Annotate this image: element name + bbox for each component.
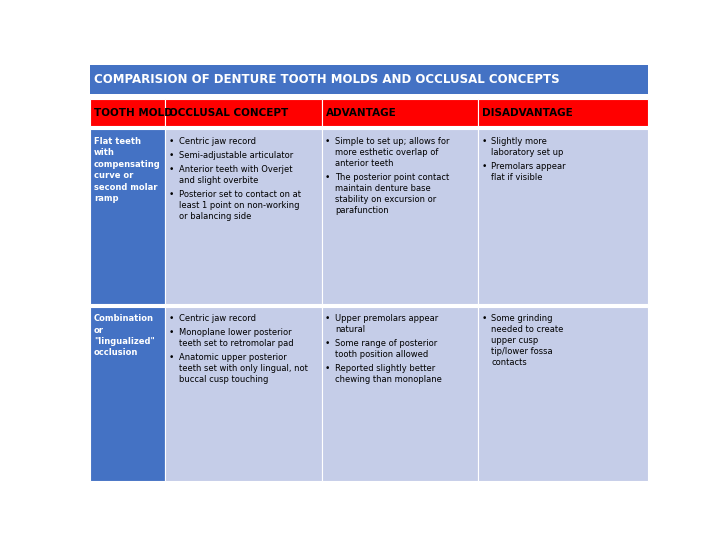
FancyBboxPatch shape [478,99,648,126]
Text: •: • [325,314,330,323]
FancyBboxPatch shape [322,130,478,303]
Text: Premolars appear
flat if visible: Premolars appear flat if visible [491,162,566,182]
FancyBboxPatch shape [166,130,322,303]
Text: •: • [168,328,174,337]
Text: •: • [325,339,330,348]
FancyBboxPatch shape [166,99,322,126]
FancyBboxPatch shape [478,307,648,481]
Text: •: • [325,137,330,146]
Text: Semi-adjustable articulator: Semi-adjustable articulator [179,151,293,160]
Text: ADVANTAGE: ADVANTAGE [325,107,396,118]
Text: •: • [168,190,174,199]
Text: Monoplane lower posterior
teeth set to retromolar pad: Monoplane lower posterior teeth set to r… [179,328,293,348]
Text: DISADVANTAGE: DISADVANTAGE [482,107,572,118]
Text: OCCLUSAL CONCEPT: OCCLUSAL CONCEPT [169,107,289,118]
Text: Centric jaw record: Centric jaw record [179,137,256,146]
Text: The posterior point contact
maintain denture base
stability on excursion or
para: The posterior point contact maintain den… [335,173,449,215]
Text: Slightly more
laboratory set up: Slightly more laboratory set up [491,137,564,157]
Text: •: • [168,353,174,362]
Text: Simple to set up; allows for
more esthetic overlap of
anterior teeth: Simple to set up; allows for more esthet… [335,137,449,168]
Text: •: • [168,151,174,160]
Text: Centric jaw record: Centric jaw record [179,314,256,323]
Text: •: • [168,137,174,146]
Text: Combination
or
"lingualized"
occlusion: Combination or "lingualized" occlusion [94,314,155,357]
Text: •: • [168,314,174,323]
Text: •: • [168,165,174,174]
FancyBboxPatch shape [166,307,322,481]
FancyBboxPatch shape [90,99,166,126]
Text: •: • [325,173,330,182]
Text: COMPARISION OF DENTURE TOOTH MOLDS AND OCCLUSAL CONCEPTS: COMPARISION OF DENTURE TOOTH MOLDS AND O… [94,73,560,86]
FancyBboxPatch shape [478,130,648,303]
Text: •: • [325,364,330,373]
FancyBboxPatch shape [90,130,166,303]
Text: Reported slightly better
chewing than monoplane: Reported slightly better chewing than mo… [335,364,442,384]
FancyBboxPatch shape [322,307,478,481]
Text: TOOTH MOLD: TOOTH MOLD [94,107,173,118]
Text: Anatomic upper posterior
teeth set with only lingual, not
buccal cusp touching: Anatomic upper posterior teeth set with … [179,353,307,384]
Text: Some range of posterior
tooth position allowed: Some range of posterior tooth position a… [335,339,437,359]
FancyBboxPatch shape [90,65,648,94]
FancyBboxPatch shape [90,307,166,481]
Text: Upper premolars appear
natural: Upper premolars appear natural [335,314,438,334]
Text: •: • [481,162,487,171]
Text: Posterior set to contact on at
least 1 point on non-working
or balancing side: Posterior set to contact on at least 1 p… [179,190,301,221]
Text: •: • [481,314,487,323]
Text: •: • [481,137,487,146]
Text: Flat teeth
with
compensating
curve or
second molar
ramp: Flat teeth with compensating curve or se… [94,137,161,203]
FancyBboxPatch shape [322,99,478,126]
Text: Some grinding
needed to create
upper cusp
tip/lower fossa
contacts: Some grinding needed to create upper cus… [491,314,564,367]
Text: Anterior teeth with Overjet
and slight overbite: Anterior teeth with Overjet and slight o… [179,165,292,185]
